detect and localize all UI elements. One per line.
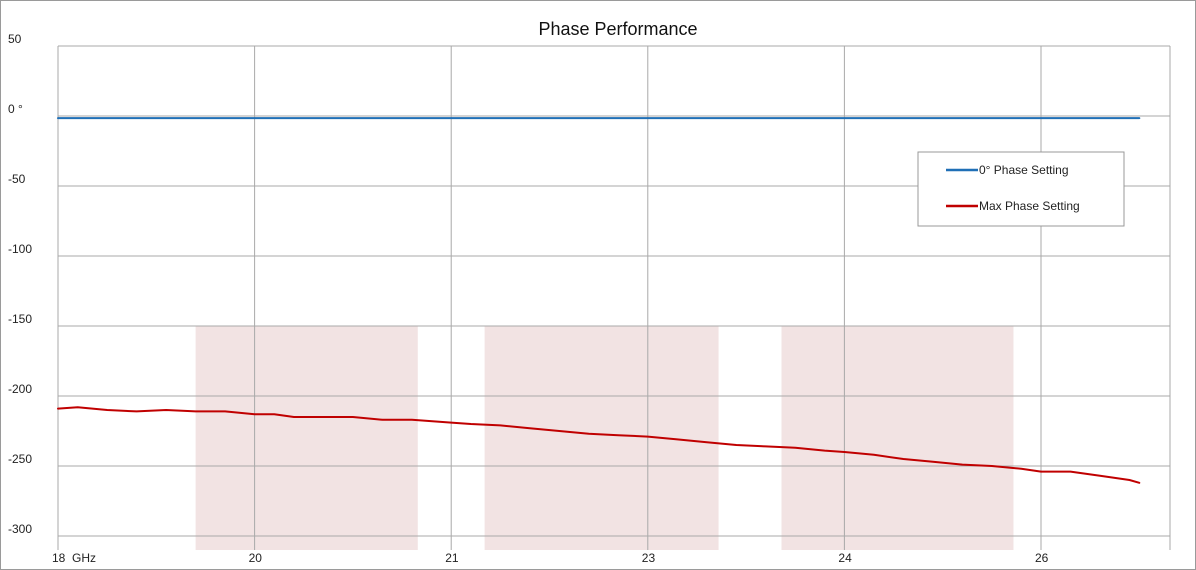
shaded-band-1 [195, 326, 418, 550]
chart-title: Phase Performance [538, 19, 697, 39]
y-tick-label: 0 ° [8, 102, 23, 116]
y-tick-label: -150 [8, 312, 32, 326]
axis-labels: 50 0 ° -50 -100 -150 -200 -250 -300 18 20 21 23 24 26… [8, 32, 1049, 565]
x-tick-label: 21 [445, 551, 459, 565]
y-tick-label: -200 [8, 382, 32, 396]
series-lines [57, 117, 1141, 484]
y-tick-label: -100 [8, 242, 32, 256]
series-line-max-phase [57, 406, 1141, 484]
x-tick-label: 26 [1035, 551, 1049, 565]
y-tick-label: -300 [8, 522, 32, 536]
y-tick-label: 50 [8, 32, 22, 46]
legend-label: 0° Phase Setting [979, 163, 1069, 177]
x-tick-label: 23 [642, 551, 656, 565]
legend-box [917, 151, 1125, 227]
x-tick-label: 18 [52, 551, 66, 565]
x-tick-label: 24 [838, 551, 852, 565]
y-tick-label: -50 [8, 172, 26, 186]
x-unit-label: GHz [72, 551, 96, 565]
legend: 0° Phase Setting Max Phase Setting [917, 151, 1125, 227]
shaded-band-2 [484, 326, 719, 550]
y-tick-label: -250 [8, 452, 32, 466]
shaded-bands [195, 326, 1014, 550]
shaded-band-3 [781, 326, 1014, 550]
legend-label: Max Phase Setting [979, 199, 1080, 213]
x-tick-label: 20 [249, 551, 263, 565]
